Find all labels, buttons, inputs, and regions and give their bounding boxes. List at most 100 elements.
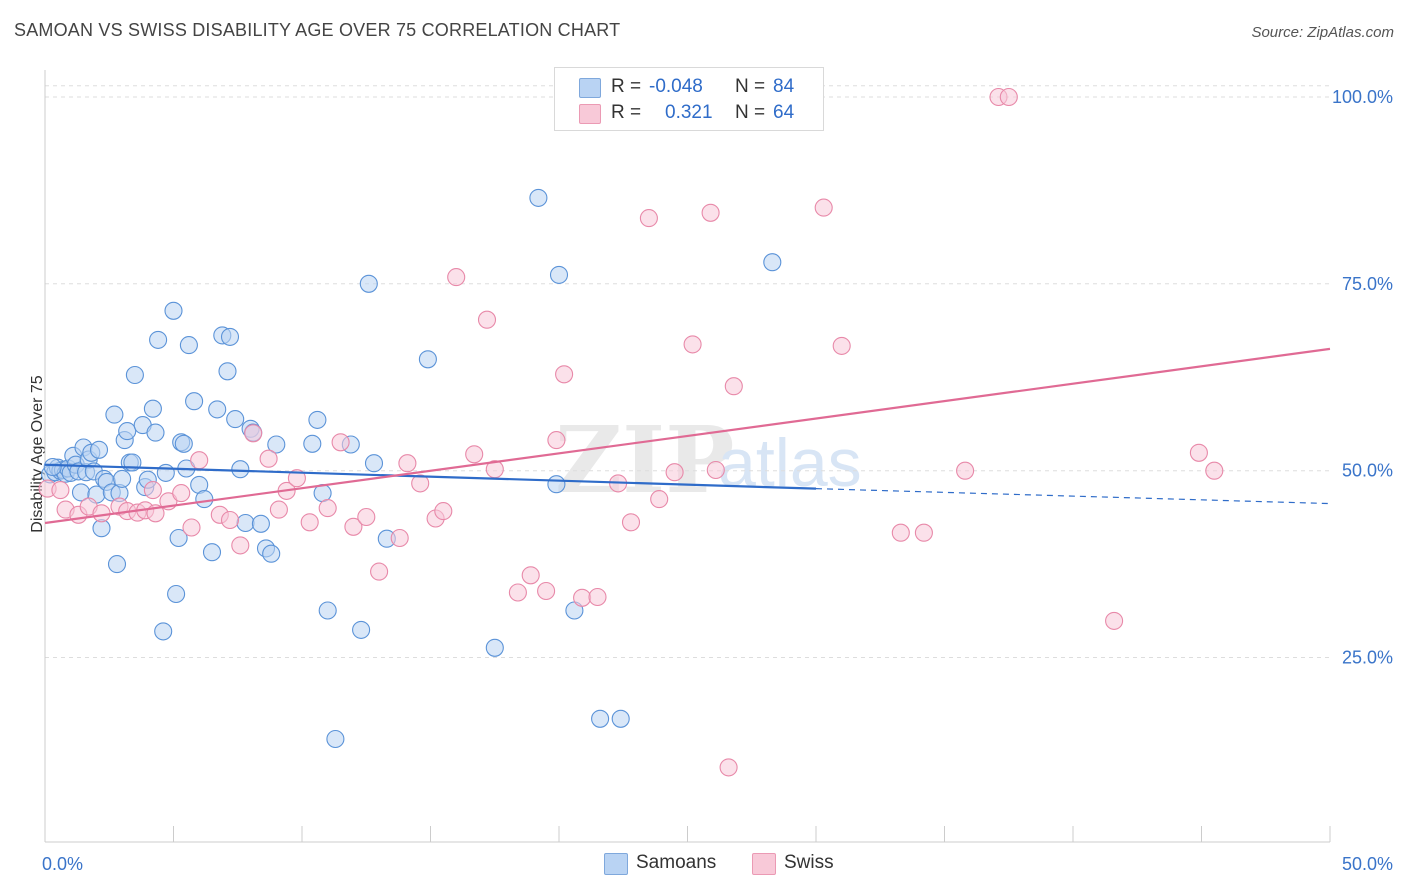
samoans-point bbox=[220, 327, 240, 346]
swiss-point bbox=[891, 523, 910, 542]
samoans-point bbox=[218, 362, 237, 381]
samoans-point bbox=[164, 301, 183, 320]
swiss-point bbox=[573, 588, 592, 607]
swiss-point bbox=[650, 490, 669, 509]
swiss-point bbox=[269, 500, 288, 519]
swiss-point bbox=[665, 463, 684, 482]
samoans-point bbox=[591, 709, 610, 728]
swiss-legend-label: Swiss bbox=[784, 852, 834, 873]
samoans-point bbox=[267, 435, 286, 454]
grid-lines bbox=[45, 85, 1330, 658]
samoans-point bbox=[326, 729, 345, 749]
samoans-point bbox=[318, 601, 337, 620]
swiss-n-value: 64 bbox=[773, 102, 795, 123]
samoans-point bbox=[113, 469, 132, 488]
swiss-point bbox=[588, 587, 607, 607]
axes bbox=[44, 70, 1331, 843]
swiss-point bbox=[706, 460, 725, 480]
samoans-point bbox=[208, 400, 227, 419]
correlation-legend: R = -0.048 N = 84 R = 0.321 N = 64 bbox=[554, 67, 824, 131]
swiss-point bbox=[477, 310, 497, 329]
swiss-point bbox=[701, 203, 720, 222]
samoans-point bbox=[236, 513, 255, 533]
swiss-point bbox=[434, 502, 453, 521]
swiss-point bbox=[465, 445, 484, 464]
samoans-trend-extension bbox=[815, 488, 1331, 505]
samoans-point bbox=[485, 638, 504, 657]
swiss-trend-line bbox=[44, 347, 1331, 525]
samoans-point bbox=[529, 188, 548, 207]
swiss-point bbox=[1205, 461, 1224, 480]
samoans-point bbox=[169, 528, 188, 548]
watermark-zip: ZIP bbox=[555, 406, 734, 514]
samoans-point bbox=[763, 253, 782, 272]
samoans-point bbox=[352, 620, 371, 639]
swiss-point bbox=[390, 528, 409, 548]
samoans-point bbox=[303, 434, 322, 453]
samoans-point bbox=[143, 399, 162, 418]
samoans-point bbox=[179, 336, 198, 355]
samoans-point bbox=[308, 410, 327, 429]
swiss-point bbox=[220, 510, 240, 530]
swiss-point bbox=[956, 461, 975, 480]
swiss-point bbox=[92, 504, 111, 523]
swiss-point bbox=[231, 536, 250, 555]
swiss-swatch bbox=[579, 104, 601, 124]
swiss-point bbox=[300, 513, 319, 532]
swiss-point bbox=[51, 481, 70, 500]
y-tick-label: 50.0% bbox=[1342, 461, 1393, 481]
swiss-point bbox=[719, 758, 738, 777]
swiss-point bbox=[411, 474, 430, 493]
swiss-point bbox=[621, 513, 641, 532]
y-tick-label: 100.0% bbox=[1332, 87, 1393, 107]
swiss-point bbox=[683, 335, 702, 354]
swiss-point bbox=[143, 481, 162, 500]
samoans-point bbox=[174, 434, 193, 453]
samoans-point bbox=[262, 544, 281, 563]
y-tick-label: 75.0% bbox=[1342, 274, 1393, 294]
swiss-point bbox=[259, 449, 278, 468]
swiss-point bbox=[172, 484, 191, 503]
swiss-point bbox=[521, 566, 540, 585]
samoans-point bbox=[146, 423, 165, 442]
x-tick-label: 50.0% bbox=[1342, 854, 1393, 874]
samoans-point bbox=[202, 543, 222, 562]
samoans-point bbox=[226, 410, 245, 429]
swiss-point bbox=[1105, 611, 1124, 630]
samoans-n-value: 84 bbox=[773, 76, 795, 97]
samoans-point bbox=[43, 457, 62, 477]
samoans-r-value: -0.048 bbox=[649, 76, 703, 97]
samoans-point bbox=[195, 490, 214, 509]
swiss-point bbox=[190, 451, 209, 470]
samoans-point bbox=[231, 460, 250, 479]
swiss-point bbox=[318, 499, 337, 518]
swiss-point bbox=[508, 583, 527, 602]
samoans-legend-label: Samoans bbox=[636, 852, 717, 873]
swiss-legend-swatch bbox=[752, 853, 776, 875]
samoans-point bbox=[418, 350, 437, 369]
swiss-point bbox=[398, 454, 417, 473]
swiss-point bbox=[814, 198, 833, 217]
samoans-point bbox=[185, 392, 204, 411]
samoans-point bbox=[107, 555, 127, 574]
n-label: N = bbox=[735, 102, 766, 123]
swiss-point bbox=[1189, 443, 1208, 462]
swiss-point bbox=[724, 377, 743, 396]
samoans-point bbox=[154, 622, 173, 641]
samoans-legend-swatch bbox=[604, 853, 628, 875]
swiss-r-value: 0.321 bbox=[665, 102, 713, 123]
samoans-point bbox=[149, 330, 168, 349]
samoans-point bbox=[547, 475, 566, 494]
samoans-point bbox=[549, 265, 569, 284]
x-tick-label: 0.0% bbox=[42, 854, 83, 874]
samoans-point bbox=[611, 709, 630, 728]
samoans-point bbox=[251, 514, 270, 533]
swiss-point bbox=[555, 365, 574, 384]
swiss-point bbox=[344, 517, 363, 536]
samoans-point bbox=[118, 422, 137, 441]
tick-labels: 25.0% 50.0% 75.0% 100.0% 0.0% 50.0% bbox=[42, 87, 1393, 874]
swiss-point bbox=[370, 562, 389, 581]
swiss-point bbox=[537, 581, 556, 601]
r-label: R = bbox=[611, 102, 642, 123]
swiss-point bbox=[287, 469, 306, 488]
